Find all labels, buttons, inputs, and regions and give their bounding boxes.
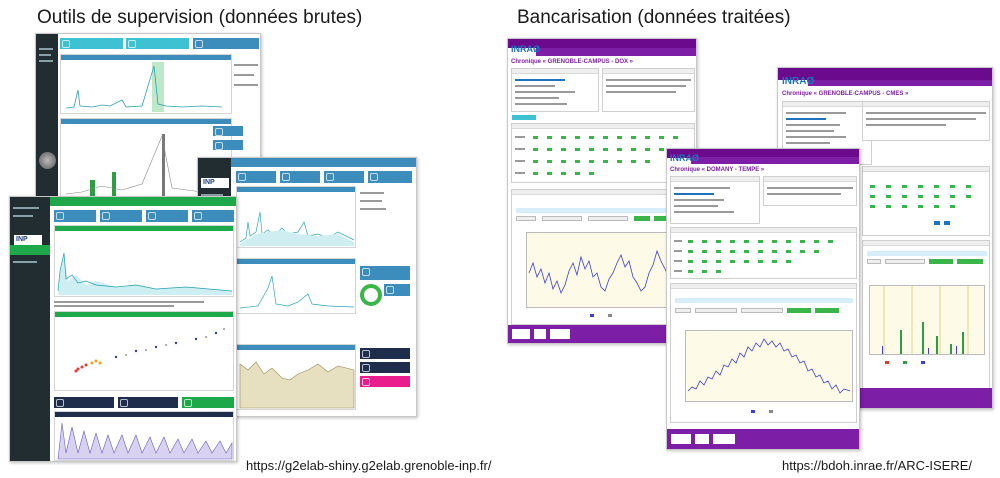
select[interactable] (516, 216, 536, 221)
date-from-input[interactable] (542, 216, 582, 221)
bdoh-top-bar (508, 39, 696, 48)
info-banner (516, 208, 690, 213)
date-from-input[interactable] (695, 308, 737, 313)
chart-box (54, 225, 234, 297)
chronique-title: Chronique « GRENOBLE-CAMPUS - CMES » (782, 91, 909, 97)
heading-processed-data: Bancarisation (données traitées) (517, 7, 791, 28)
info-banner (675, 298, 853, 303)
bdoh-top-bar (667, 149, 859, 158)
date-to-input[interactable] (588, 216, 628, 221)
url-shiny[interactable]: https://g2elab-shiny.g2elab.grenoble-inp… (246, 458, 492, 473)
inp-logo: INP (16, 236, 28, 243)
action-button[interactable] (512, 115, 536, 120)
select[interactable] (675, 308, 691, 313)
scatter-chart (74, 328, 225, 373)
value-box (193, 38, 259, 49)
info-banner (867, 251, 987, 256)
raw-timeseries-chart (65, 62, 223, 112)
export-button[interactable] (815, 308, 839, 313)
panel-data-calendar (511, 123, 695, 183)
chart-box (60, 54, 232, 114)
panel-description (763, 176, 857, 206)
temperature-plot (685, 330, 853, 402)
bdoh-footer (508, 325, 696, 343)
panel-data-calendar (670, 227, 857, 279)
processed-timeseries-line (528, 249, 688, 295)
date-from-input[interactable] (885, 259, 925, 264)
chronique-title: Chronique « DOMANY - TEMPE » (670, 167, 765, 173)
export-button[interactable] (957, 259, 983, 264)
panel-chart (511, 189, 695, 325)
value-box (126, 38, 189, 49)
processed-bars (882, 286, 969, 354)
chart-box (54, 411, 234, 461)
chronique-title: Chronique « GRENOBLE-CAMPUS - DOX » (511, 59, 634, 65)
sidebar-item-active[interactable] (10, 245, 50, 255)
inrae-logo: INRAØ (782, 76, 815, 87)
submit-button[interactable] (787, 308, 811, 313)
panel-description (602, 68, 695, 112)
temperature-area-chart (239, 361, 355, 409)
processed-timeseries-plot (526, 232, 690, 308)
inp-logo: INP (203, 179, 215, 186)
panel-characteristics (511, 68, 599, 112)
shiny-sidebar: INP (10, 197, 50, 461)
url-bdoh[interactable]: https://bdoh.inrae.fr/ARC-ISERE/ (782, 458, 973, 473)
chart-box (236, 258, 356, 314)
availability-grid (870, 185, 971, 225)
gauge (360, 284, 382, 306)
panel-characteristics (670, 176, 760, 224)
bdoh-top-bar (778, 68, 992, 80)
processed-bar-plot (869, 285, 985, 355)
legend-marker (608, 314, 612, 317)
legend-marker (769, 410, 773, 413)
export-button[interactable] (654, 216, 670, 221)
availability-grid (674, 240, 833, 273)
availability-grid (515, 136, 678, 175)
bdoh-menu-bar[interactable] (808, 80, 992, 86)
panel-chart (670, 283, 857, 423)
bdoh-screenshot-tempe: INRAØ Chronique « DOMANY - TEMPE » (666, 148, 860, 450)
moon-image (39, 152, 56, 169)
raw-timeseries-chart (239, 275, 355, 309)
raw-bar-chart (65, 134, 231, 198)
heading-raw-data-tools: Outils de supervision (données brutes) (37, 7, 363, 28)
chart-box (54, 311, 234, 391)
inrae-logo: INRAØ (511, 44, 540, 54)
inrae-logo: INRAØ (670, 153, 699, 163)
date-to-input[interactable] (741, 308, 783, 313)
bdoh-menu-bar[interactable] (536, 48, 696, 56)
legend-marker (590, 314, 594, 317)
submit-button[interactable] (929, 259, 953, 264)
shiny-sidebar (36, 34, 58, 200)
raw-timeseries-chart (57, 252, 233, 295)
legend-marker (751, 410, 755, 413)
panel-data-calendar (862, 166, 990, 236)
value-box (60, 38, 123, 49)
chart-box (236, 344, 356, 410)
panel-description (862, 101, 990, 141)
chart-box (236, 186, 356, 248)
bdoh-footer (667, 429, 859, 449)
select[interactable] (867, 259, 881, 264)
periodic-chart (57, 422, 233, 460)
shiny-screenshot-3: INP (9, 196, 237, 462)
submit-button[interactable] (634, 216, 650, 221)
raw-timeseries-chart (239, 211, 355, 246)
panel-chart (862, 240, 990, 390)
temperature-line (687, 338, 851, 394)
bdoh-menu-bar[interactable] (691, 157, 859, 164)
